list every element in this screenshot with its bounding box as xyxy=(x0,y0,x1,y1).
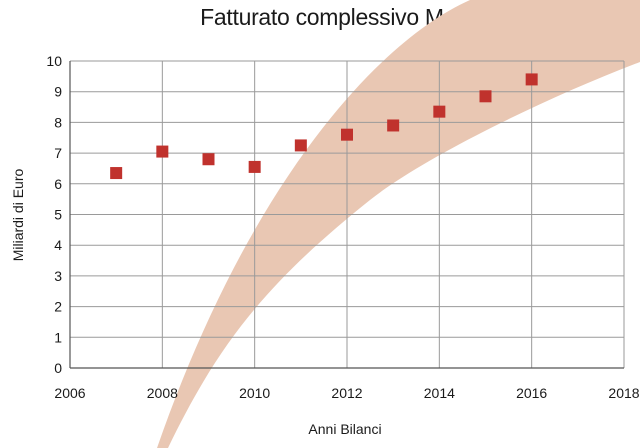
y-tick-label: 0 xyxy=(54,360,62,376)
y-tick-label: 9 xyxy=(54,84,62,100)
data-point xyxy=(341,128,353,141)
x-tick-label: 2016 xyxy=(516,385,547,401)
y-tick-label: 3 xyxy=(54,268,62,284)
band-area xyxy=(157,0,640,448)
y-tick-label: 2 xyxy=(54,299,62,315)
data-point xyxy=(294,139,307,152)
data-point xyxy=(202,153,215,166)
x-tick-label: 2012 xyxy=(331,385,362,401)
x-tick-label: 2018 xyxy=(608,385,639,401)
y-tick-label: 8 xyxy=(54,114,62,130)
data-point xyxy=(110,167,123,180)
data-point xyxy=(479,90,492,103)
data-point xyxy=(387,119,400,132)
y-tick-label: 5 xyxy=(54,207,62,223)
y-tick-label: 7 xyxy=(54,145,62,161)
y-tick-label: 10 xyxy=(46,53,62,69)
y-tick-label: 1 xyxy=(54,329,62,345)
tick-labels: 0 1 2 3 4 5 6 7 8 9 10 2006 2008 2010 2012 2014 2016 2018 xyxy=(46,53,639,401)
data-point xyxy=(248,160,261,173)
axes xyxy=(69,61,624,369)
y-tick-label: 4 xyxy=(54,237,62,253)
x-tick-label: 2006 xyxy=(54,385,85,401)
data-point xyxy=(433,105,446,118)
x-axis-label: Anni Bilanci xyxy=(308,421,381,437)
y-axis-label: Miliardi di Euro xyxy=(10,168,26,261)
x-tick-label: 2010 xyxy=(239,385,270,401)
trend-band xyxy=(157,0,640,448)
data-point xyxy=(525,73,538,86)
x-tick-label: 2008 xyxy=(147,385,178,401)
y-tick-label: 6 xyxy=(54,176,62,192)
data-points xyxy=(110,73,538,180)
data-point xyxy=(156,145,169,158)
grid xyxy=(69,60,625,369)
x-tick-label: 2014 xyxy=(424,385,455,401)
